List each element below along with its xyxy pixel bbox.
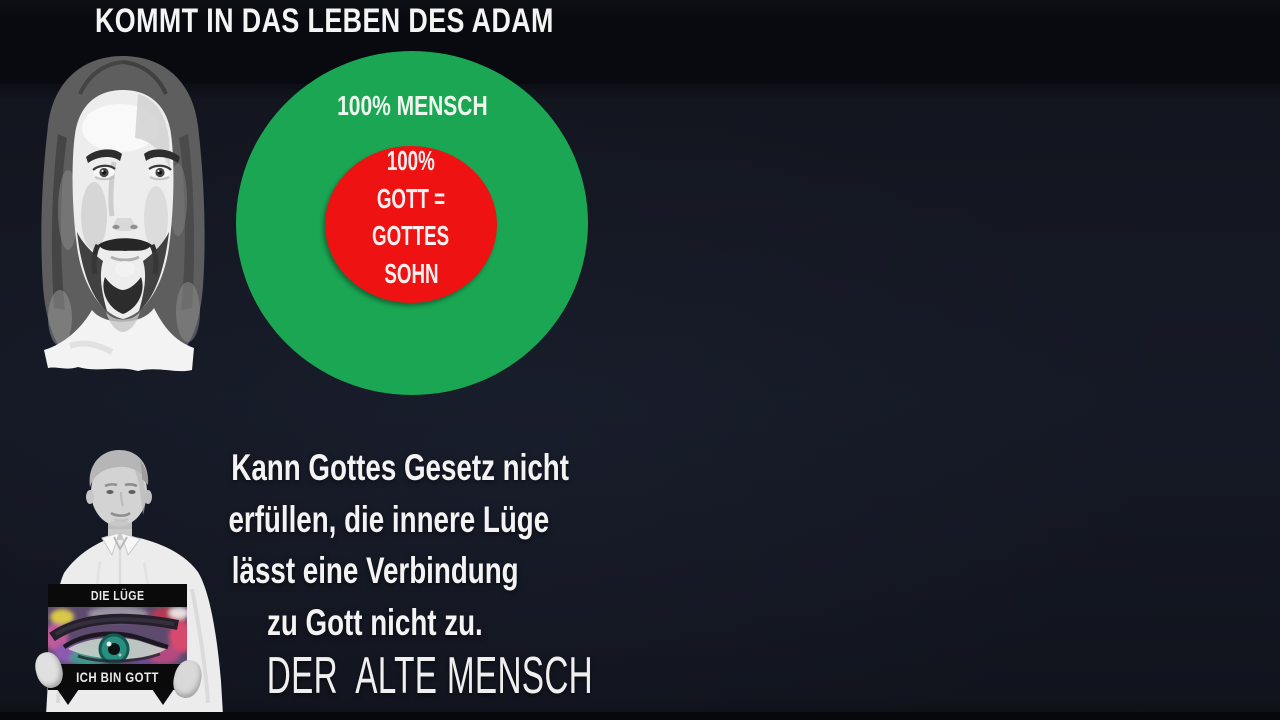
eye-art-image — [44, 606, 193, 666]
inner-line-1: 100% — [387, 145, 435, 176]
inner-line-2: GOTT = — [376, 182, 446, 214]
body-line-3: lässt eine Verbindung — [231, 550, 519, 591]
jesus-portrait-image — [8, 50, 238, 376]
background-band — [0, 14, 1280, 84]
inner-line-3: GOTTES — [372, 220, 450, 251]
eye-art-svg — [44, 606, 193, 666]
inner-circle-labels: 100% GOTT = GOTTES SOHN — [325, 142, 497, 292]
body-text: Kann Gottes Gesetz nicht erfüllen, die i… — [175, 442, 575, 648]
page-title-text: KOMMT IN DAS LEBEN DES ADAM — [95, 2, 554, 40]
sign-bottom-label: ICH BIN GOTT — [76, 669, 159, 685]
body-line-2: erfüllen, die innere Lüge — [228, 498, 550, 540]
sign-right-flap — [152, 689, 174, 705]
footer-heading: DER ALTE MENSCH — [175, 648, 593, 704]
inner-line-4: SOHN — [383, 257, 439, 289]
sign-left-flap — [57, 689, 79, 705]
outer-circle-label-text: 100% MENSCH — [336, 90, 488, 121]
sign-top-label: DIE LÜGE — [90, 588, 145, 603]
outer-circle-label: 100% MENSCH — [236, 91, 588, 121]
page-title: KOMMT IN DAS LEBEN DES ADAM — [95, 2, 676, 40]
bottom-letterbox-bar — [0, 712, 1280, 720]
body-line-1: Kann Gottes Gesetz nicht — [231, 447, 569, 488]
jesus-portrait-svg — [41, 56, 205, 372]
body-line-4: zu Gott nicht zu. — [267, 601, 483, 643]
sign-card: DIE LÜGE — [44, 584, 193, 705]
footer-heading-text: DER ALTE MENSCH — [266, 647, 594, 705]
sign-bottom-bar: ICH BIN GOTT — [48, 664, 187, 690]
sign-top-bar: DIE LÜGE — [48, 584, 187, 607]
inner-circle-100-gott — [325, 146, 497, 303]
